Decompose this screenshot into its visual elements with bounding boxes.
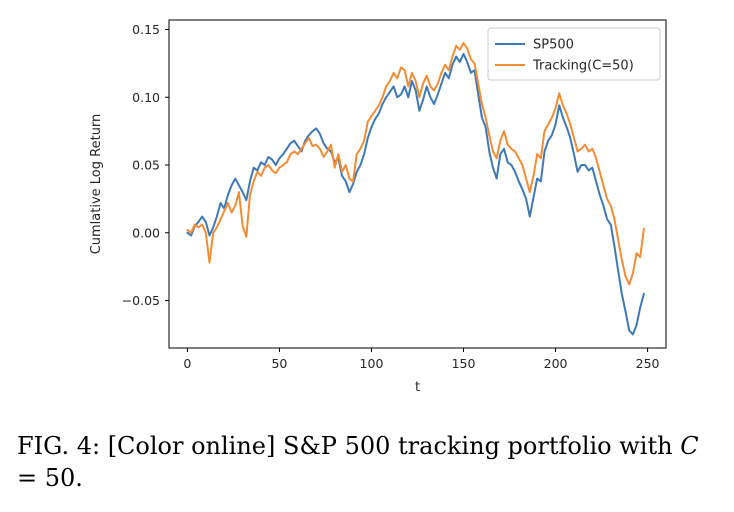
y-tick-label: −0.05 bbox=[122, 293, 160, 308]
figure-caption: FIG. 4: [Color online] S&P 500 tracking … bbox=[17, 430, 722, 494]
x-tick-label: 250 bbox=[636, 356, 660, 371]
x-tick-label: 150 bbox=[452, 356, 476, 371]
legend-label-sp500: SP500 bbox=[533, 38, 574, 53]
y-tick-label: 0.15 bbox=[132, 22, 160, 37]
chart-figure: 0 50 100 150 200 250 −0.05 0.00 0.05 0.10 0.15 t … bbox=[89, 19, 667, 395]
x-tick-label: 50 bbox=[271, 356, 287, 371]
series-lines bbox=[186, 42, 645, 336]
y-axis-label: Cumlative Log Return bbox=[89, 114, 104, 255]
plot-frame bbox=[168, 19, 667, 349]
line-chart: 0 50 100 150 200 250 −0.050.000.050.100.15 t … bbox=[89, 19, 667, 395]
y-axis: −0.05 0.00 0.05 0.10 0.15 bbox=[122, 22, 169, 308]
legend-label-tracking: Tracking(C=50) bbox=[532, 59, 634, 74]
x-tick-label: 200 bbox=[544, 356, 568, 371]
x-axis-label: t bbox=[415, 380, 420, 395]
legend-box bbox=[487, 27, 661, 81]
y-tick-label: 0.05 bbox=[132, 158, 160, 173]
caption-math-variable: C bbox=[680, 432, 699, 460]
caption-text: FIG. 4: [Color online] S&P 500 tracking … bbox=[17, 432, 681, 460]
x-tick-label: 0 bbox=[183, 356, 191, 371]
caption-math-value: = 50. bbox=[17, 464, 83, 492]
x-axis: 0 50 100 150 200 250 bbox=[183, 348, 660, 371]
x-tick-label: 100 bbox=[360, 356, 384, 371]
y-tick-label: 0.10 bbox=[132, 90, 160, 105]
series-line-tracking bbox=[186, 42, 645, 286]
legend: SP500 Tracking(C=50) bbox=[487, 27, 661, 81]
series-line-sp500 bbox=[186, 52, 645, 336]
y-tick-label: 0.00 bbox=[132, 225, 160, 240]
